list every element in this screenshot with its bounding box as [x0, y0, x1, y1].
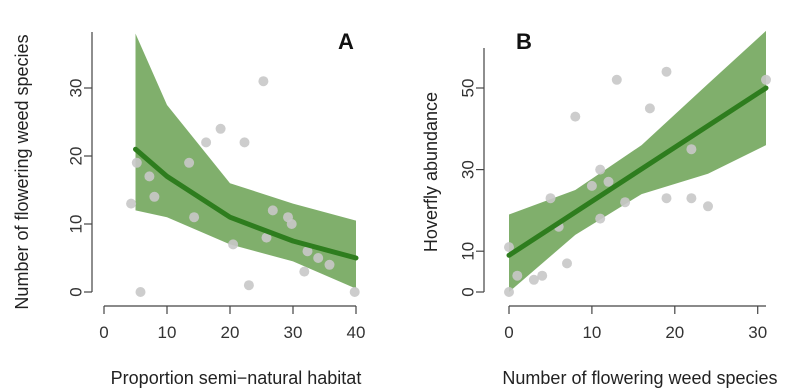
panel-label-a: A	[338, 29, 354, 54]
data-point-b-4	[528, 274, 539, 285]
y-tick-label-a-0: 0	[67, 287, 86, 296]
data-point-a-19	[302, 246, 313, 257]
x-axis-label-a: Proportion semi−natural habitat	[111, 368, 362, 388]
panel-b: 0 10 30 50 0 10 20 30 Number of flowering weed s…	[421, 29, 778, 388]
data-point-b-12	[595, 164, 606, 175]
data-point-a-22	[349, 287, 360, 297]
x-tick-label-a-20: 20	[221, 323, 240, 342]
y-tick-label-a-20: 20	[67, 147, 86, 166]
data-point-a-9	[215, 123, 226, 134]
data-point-a-21	[324, 259, 335, 270]
y-axis-label-b: Hoverfly abundance	[421, 92, 441, 252]
panel-label-b: B	[516, 29, 532, 54]
data-point-b-18	[661, 193, 672, 204]
data-point-b-22	[761, 74, 771, 85]
data-point-b-13	[603, 176, 614, 187]
data-point-a-1	[126, 198, 137, 209]
x-axis-label-b: Number of flowering weed species	[502, 368, 777, 388]
data-point-b-16	[644, 103, 655, 114]
data-point-a-12	[243, 280, 254, 291]
data-point-b-17	[661, 66, 672, 77]
y-tick-label-b-30: 30	[459, 160, 478, 179]
data-point-a-11	[239, 137, 250, 148]
data-point-b-14	[611, 74, 622, 85]
data-point-b-11	[595, 213, 606, 224]
x-tick-label-b-20: 20	[665, 323, 684, 342]
data-point-b-3	[512, 270, 523, 281]
data-point-a-2	[131, 157, 142, 168]
fit-line-b	[506, 85, 769, 258]
x-tick-label-a-0: 0	[99, 323, 108, 342]
data-point-b-5	[537, 270, 548, 281]
x-tick-label-b-0: 0	[504, 323, 513, 342]
panel-a: 0 10 20 30 0 10 20 30 40 Proportion semi−natural …	[12, 29, 365, 388]
data-point-b-1	[504, 287, 514, 297]
data-point-b-9	[570, 111, 581, 122]
data-point-b-15	[620, 197, 631, 208]
data-point-a-10	[228, 239, 239, 250]
data-point-a-5	[149, 191, 160, 202]
data-point-b-19	[686, 144, 697, 155]
data-point-a-13	[258, 76, 269, 87]
fit-line-a	[133, 146, 359, 261]
data-point-b-6	[545, 193, 556, 204]
x-tick-label-b-10: 10	[582, 323, 601, 342]
confidence-band-b	[509, 30, 766, 293]
y-tick-label-a-30: 30	[67, 79, 86, 98]
data-point-a-20	[313, 253, 324, 263]
data-point-b-2	[504, 242, 514, 253]
data-point-a-8	[201, 137, 212, 148]
data-point-a-18	[299, 266, 310, 277]
data-point-a-6	[184, 157, 195, 168]
data-point-b-21	[703, 201, 713, 212]
data-point-a-7	[189, 212, 200, 223]
data-point-b-8	[562, 258, 572, 269]
y-tick-label-b-50: 50	[459, 79, 478, 98]
y-tick-label-b-0: 0	[459, 287, 478, 296]
y-tick-label-a-10: 10	[67, 215, 86, 234]
data-point-a-3	[135, 287, 146, 297]
x-tick-label-a-40: 40	[347, 323, 366, 342]
x-tick-label-a-30: 30	[284, 323, 303, 342]
data-point-b-20	[686, 193, 697, 204]
y-tick-label-b-10: 10	[459, 242, 478, 261]
confidence-band-a	[135, 33, 356, 289]
x-tick-label-a-10: 10	[158, 323, 177, 342]
data-point-a-17	[286, 219, 297, 229]
data-point-b-10	[586, 180, 597, 191]
data-point-a-4	[144, 171, 155, 182]
x-tick-label-b-30: 30	[748, 323, 767, 342]
data-point-a-15	[267, 205, 278, 216]
y-axis-label-a: Number of flowering weed species	[12, 34, 32, 309]
data-point-a-14	[261, 232, 272, 243]
